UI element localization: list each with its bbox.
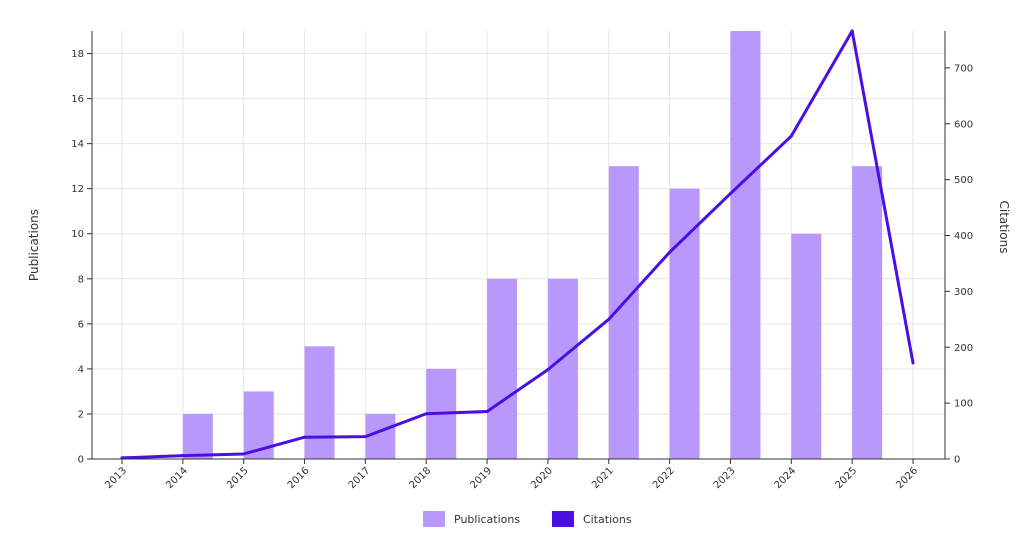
y-left-tick-label: 6	[78, 319, 84, 330]
x-tick-label: 2013	[103, 465, 129, 491]
x-tick-label: 2015	[225, 465, 251, 491]
y-right-tick-label: 200	[954, 343, 973, 354]
citations-point-2021[interactable]	[607, 317, 611, 321]
bar-2020[interactable]	[547, 278, 578, 459]
bar-2016[interactable]	[304, 346, 335, 459]
y-right-tick-label: 700	[954, 63, 973, 74]
y-left-tick-label: 10	[71, 229, 84, 240]
y-left-tick-label: 16	[71, 94, 84, 105]
legend[interactable]: Publications Citations	[423, 511, 632, 527]
x-tick-label: 2023	[712, 465, 738, 491]
x-tick-label: 2017	[347, 465, 373, 491]
legend-swatch-publications[interactable]	[423, 511, 445, 527]
x-tick-label: 2019	[468, 465, 494, 491]
y-left-axis-title: Publications	[27, 209, 41, 281]
legend-swatch-citations[interactable]	[552, 511, 574, 527]
y-right-tick-label: 600	[954, 119, 973, 130]
publications-bars	[182, 31, 883, 459]
bar-2022[interactable]	[669, 188, 700, 459]
citations-point-2025[interactable]	[850, 29, 854, 33]
citations-point-2018[interactable]	[424, 412, 428, 416]
x-tick-label: 2020	[529, 465, 555, 491]
y-left-tick-label: 2	[78, 409, 84, 420]
bar-2024[interactable]	[791, 233, 822, 459]
citations-line-layer	[120, 29, 915, 460]
x-tick-label: 2016	[286, 465, 312, 491]
y-right-tick-label: 500	[954, 175, 973, 186]
citations-point-2019[interactable]	[485, 410, 489, 414]
y-left-tick-label: 18	[71, 49, 84, 60]
y-left-tick-label: 0	[78, 455, 84, 466]
y-left-tick-label: 8	[78, 274, 84, 285]
x-tick-label: 2026	[894, 465, 920, 491]
citations-point-2022[interactable]	[668, 250, 672, 254]
y-right-tick-label: 400	[954, 231, 973, 242]
citations-point-2023[interactable]	[728, 192, 732, 196]
citations-point-2026[interactable]	[911, 361, 915, 365]
citations-point-2016[interactable]	[303, 435, 307, 439]
legend-label-citations[interactable]: Citations	[583, 513, 632, 526]
y-right-tick-label: 0	[954, 455, 960, 466]
x-tick-label: 2024	[773, 465, 799, 491]
legend-label-publications[interactable]: Publications	[454, 513, 520, 526]
bar-2023[interactable]	[730, 31, 761, 459]
bar-2014[interactable]	[182, 413, 213, 459]
citations-point-2017[interactable]	[363, 435, 367, 439]
citations-point-2015[interactable]	[242, 452, 246, 456]
bar-2025[interactable]	[852, 166, 883, 459]
bar-2017[interactable]	[365, 413, 396, 459]
y-left-tick-label: 14	[71, 139, 84, 150]
y-right-tick-label: 100	[954, 399, 973, 410]
citations-point-2020[interactable]	[546, 368, 550, 372]
x-tick-label: 2021	[590, 465, 616, 491]
citations-point-2014[interactable]	[181, 454, 185, 458]
x-tick-label: 2018	[408, 465, 434, 491]
citations-point-2024[interactable]	[789, 134, 793, 138]
y-right-tick-label: 300	[954, 287, 973, 298]
y-left-tick-label: 12	[71, 184, 84, 195]
y-right-axis-title: Citations	[997, 200, 1011, 253]
x-tick-label: 2014	[164, 465, 190, 491]
x-tick-label: 2025	[833, 465, 859, 491]
x-tick-label: 2022	[651, 465, 677, 491]
y-left-tick-label: 4	[78, 364, 84, 375]
bar-2019[interactable]	[487, 278, 518, 459]
citations-line[interactable]	[120, 29, 915, 460]
